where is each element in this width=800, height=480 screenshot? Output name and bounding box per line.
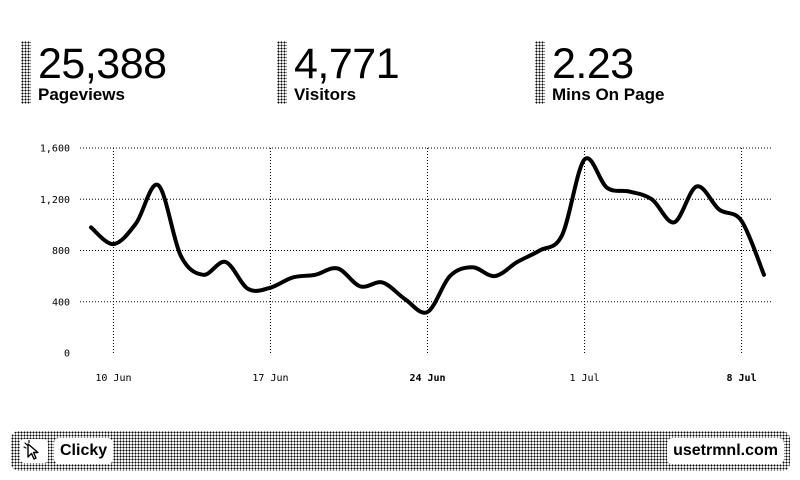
y-tick-label: 1,600: [40, 144, 70, 155]
stat-label: Pageviews: [38, 85, 125, 104]
y-tick-label: 800: [52, 246, 70, 257]
x-tick-label: 17 Jun: [252, 373, 288, 384]
stat-accent-bar: [535, 41, 545, 104]
x-tick-label: 1 Jul: [569, 373, 599, 384]
x-tick-label: 8 Jul: [727, 373, 757, 384]
stat-accent-bar: [277, 41, 287, 104]
stat-accent-bar: [21, 41, 31, 104]
stat-value: 25,388: [38, 40, 167, 88]
stat-value: 2.23: [552, 40, 634, 88]
pageviews-line-chart: 0 400 800 1,200 1,600 10 Jun 17 Jun 24 Jun 1 Ju…: [40, 144, 772, 384]
chart-series: [89, 156, 766, 315]
series-line: [89, 156, 766, 315]
stat-value: 4,771: [294, 40, 400, 88]
brand-url: usetrmnl.com: [667, 438, 784, 464]
y-axis: 0 400 800 1,200 1,600: [40, 144, 70, 360]
app-name: Clicky: [54, 438, 114, 464]
clicky-logo-icon: [20, 439, 48, 463]
y-tick-label: 1,200: [40, 195, 70, 206]
x-tick-label: 24 Jun: [409, 373, 445, 384]
x-axis: 10 Jun 17 Jun 24 Jun 1 Jul 8 Jul: [95, 373, 756, 384]
y-tick-label: 400: [52, 297, 70, 308]
y-tick-label: 0: [64, 349, 70, 360]
stat-label: Visitors: [294, 85, 357, 104]
x-tick-label: 10 Jun: [95, 373, 131, 384]
stat-label: Mins On Page: [552, 85, 665, 104]
footer-bar: Clicky usetrmnl.com: [11, 431, 790, 471]
chart-grid: [80, 147, 772, 353]
